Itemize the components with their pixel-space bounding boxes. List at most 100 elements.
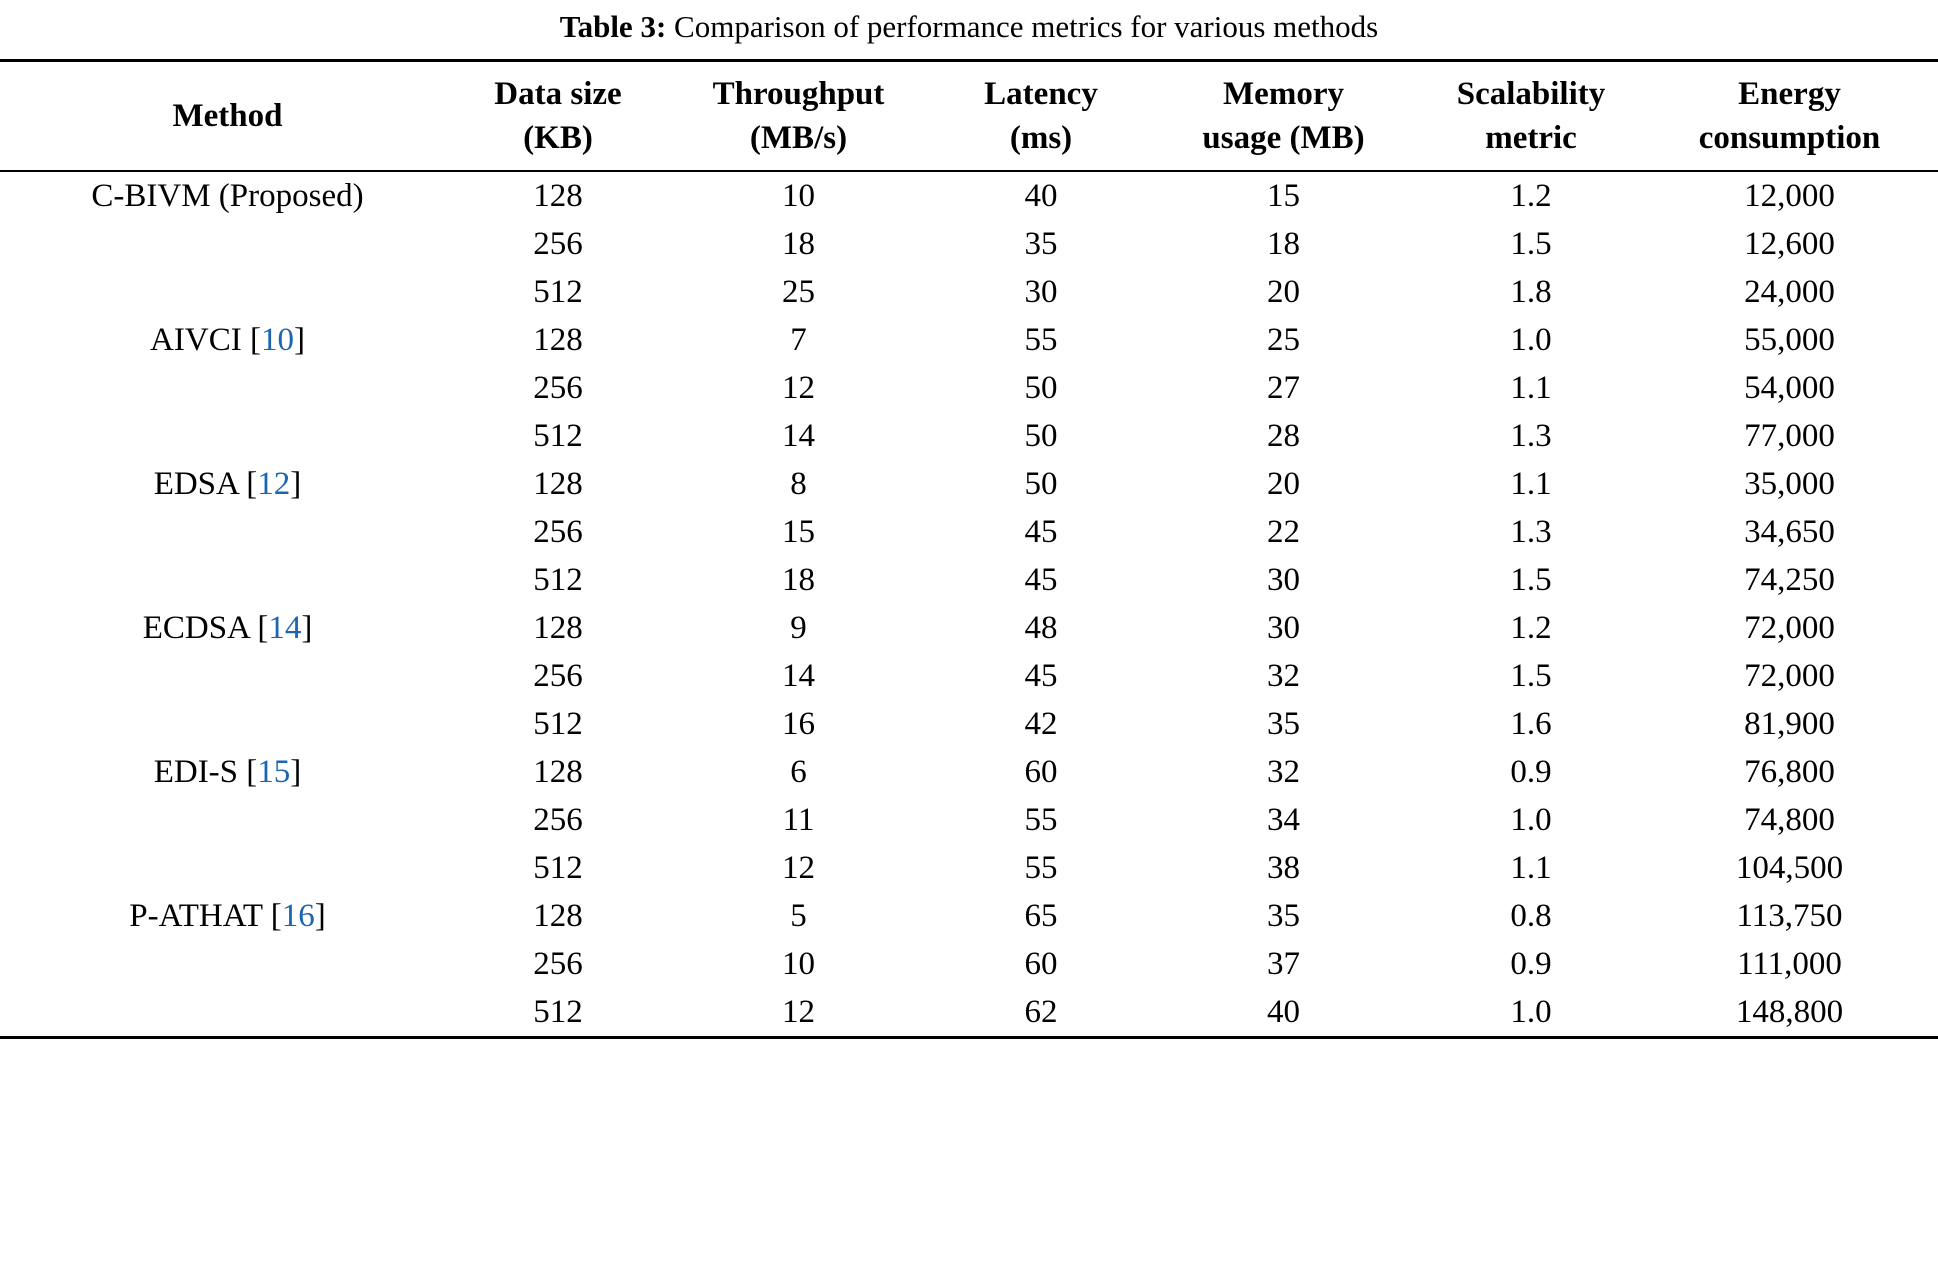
table-caption-text: Comparison of performance metrics for va… [674,9,1379,44]
data-cell: 77,000 [1744,418,1835,454]
method-cell [0,364,455,412]
data-cell: 20 [1267,466,1300,502]
header-line: Energy [1738,76,1841,112]
data-cell: 76,800 [1744,754,1835,790]
col-header-throughput: Throughput (MB/s) [661,60,936,172]
data-cell: 1.5 [1510,658,1552,694]
data-cell: 25 [782,274,815,310]
data-cell: 30 [1267,610,1300,646]
data-cell: 512 [533,706,583,742]
data-cell: 256 [533,514,583,550]
data-cell: 55 [1024,802,1058,838]
data-cell: 81,900 [1744,706,1835,742]
data-cell: 12 [782,850,815,886]
method-cell [0,412,455,460]
data-cell: 55 [1024,322,1058,358]
data-cell: 54,000 [1744,370,1835,406]
data-cell: 256 [533,658,583,694]
method-cell [0,796,455,844]
data-cell: 30 [1024,274,1058,310]
data-cell: 20 [1267,274,1300,310]
table-caption-label: Table 3: [559,9,667,44]
data-cell: 30 [1267,562,1300,598]
table-row: 512 16 42 35 1.6 81,900 [0,700,1938,748]
data-cell: 65 [1024,898,1058,934]
col-header-scalability: Scalability metric [1421,60,1641,172]
citation-link[interactable]: 15 [257,754,291,790]
data-cell: 38 [1267,850,1300,886]
data-cell: 40 [1267,994,1300,1030]
data-cell: 113,750 [1736,898,1843,934]
header-line: Method [172,98,283,134]
data-cell: 28 [1267,418,1300,454]
method-cell [0,220,455,268]
data-cell: 35 [1267,706,1300,742]
method-cell [0,508,455,556]
method-cell [0,940,455,988]
data-cell: 1.1 [1510,850,1552,886]
table-row: 256 14 45 32 1.5 72,000 [0,652,1938,700]
header-line: usage (MB) [1202,120,1365,156]
data-cell: 14 [782,658,815,694]
table-row: 256 10 60 37 0.9 111,000 [0,940,1938,988]
table-row: 256 12 50 27 1.1 54,000 [0,364,1938,412]
table-header-row: Method Data size (KB) Throughput (MB/s) … [0,60,1938,172]
data-cell: 256 [533,946,583,982]
data-cell: 60 [1024,946,1058,982]
data-cell: 45 [1024,514,1058,550]
data-cell: 12,000 [1744,178,1835,214]
citation-link[interactable]: 10 [260,322,294,358]
data-cell: 18 [782,226,815,262]
data-cell: 12,600 [1744,226,1835,262]
table-row: 256 11 55 34 1.0 74,800 [0,796,1938,844]
data-cell: 1.0 [1510,322,1552,358]
data-cell: 42 [1024,706,1058,742]
citation-link[interactable]: 16 [281,898,315,934]
data-cell: 40 [1024,178,1058,214]
table-row: 512 25 30 20 1.8 24,000 [0,268,1938,316]
method-name: EDI-S [153,754,239,790]
table-row: 256 15 45 22 1.3 34,650 [0,508,1938,556]
data-cell: 128 [533,610,583,646]
data-cell: 512 [533,274,583,310]
citation-link[interactable]: 14 [268,610,302,646]
data-cell: 0.9 [1510,754,1552,790]
data-cell: 1.5 [1510,562,1552,598]
header-line: consumption [1698,120,1881,156]
data-cell: 45 [1024,658,1058,694]
data-cell: 55 [1024,850,1058,886]
data-cell: 512 [533,418,583,454]
method-cell: ECDSA [14] [142,610,313,646]
header-line: Throughput [712,76,885,112]
data-cell: 1.0 [1510,802,1552,838]
data-cell: 256 [533,226,583,262]
data-cell: 24,000 [1744,274,1835,310]
data-cell: 7 [790,322,807,358]
data-cell: 6 [790,754,807,790]
data-cell: 11 [782,802,815,838]
citation-link[interactable]: 12 [257,466,291,502]
performance-metrics-table: Method Data size (KB) Throughput (MB/s) … [0,59,1938,1039]
header-line: (MB/s) [749,120,848,156]
data-cell: 0.9 [1510,946,1552,982]
data-cell: 1.5 [1510,226,1552,262]
col-header-method: Method [0,60,455,172]
data-cell: 128 [533,466,583,502]
table-row: AIVCI [10] 128 7 55 25 1.0 55,000 [0,316,1938,364]
data-cell: 35 [1267,898,1300,934]
data-cell: 48 [1024,610,1058,646]
header-line: metric [1485,120,1577,156]
table-row: 256 18 35 18 1.5 12,600 [0,220,1938,268]
table-row: EDI-S [15] 128 6 60 32 0.9 76,800 [0,748,1938,796]
data-cell: 128 [533,898,583,934]
data-cell: 1.1 [1510,370,1552,406]
method-cell [0,268,455,316]
method-cell: P-ATHAT [16] [129,898,326,934]
data-cell: 1.2 [1510,610,1552,646]
data-cell: 35,000 [1744,466,1835,502]
data-cell: 5 [790,898,807,934]
method-cell [0,700,455,748]
header-line: Latency [984,76,1098,112]
data-cell: 37 [1267,946,1300,982]
method-cell [0,556,455,604]
